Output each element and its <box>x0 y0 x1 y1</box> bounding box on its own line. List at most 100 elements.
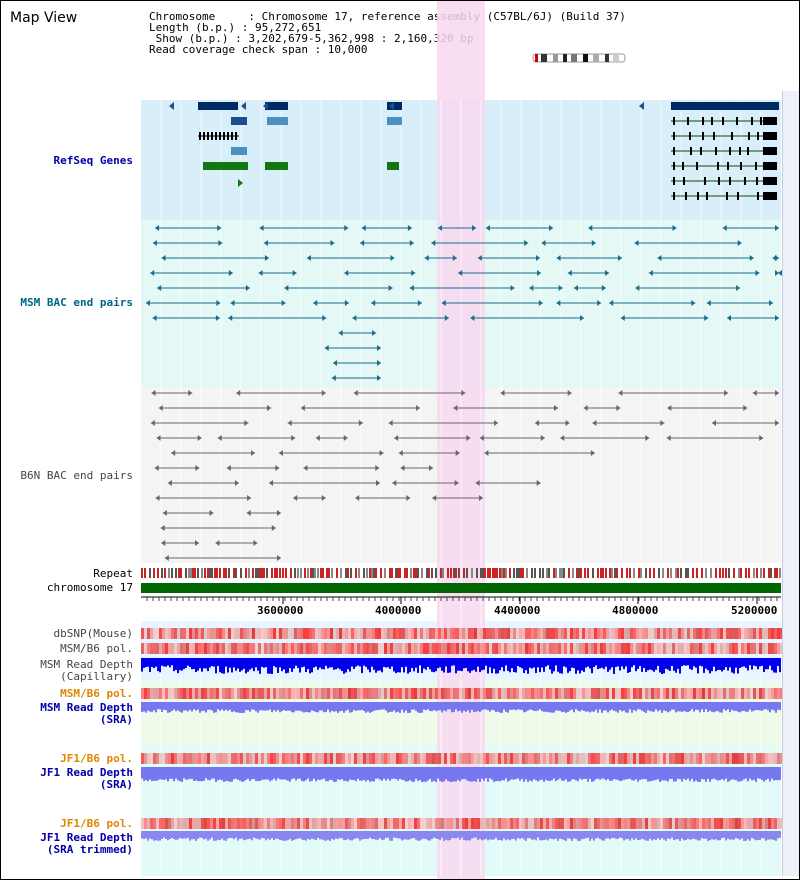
bac-end-marker <box>167 480 172 486</box>
msm-b6-pol-heat-cell <box>651 688 654 699</box>
repeat-element <box>696 568 698 578</box>
jf1-sra-depth-bar <box>237 767 239 780</box>
msm-capillary-depth-bar <box>263 658 265 668</box>
dbsnp-heat-cell <box>573 628 576 639</box>
track-label-repeat[interactable]: Repeat <box>93 567 133 580</box>
dbsnp-heat-cell <box>168 628 171 639</box>
dbsnp-heat-cell <box>735 628 738 639</box>
msm-sra-depth-bar <box>677 702 679 712</box>
track-label-jf1-b6-pol-1[interactable]: JF1/B6 pol. <box>60 752 133 765</box>
repeat-element <box>404 568 406 578</box>
jf1-sra-depth-bar <box>763 767 765 782</box>
msm-sra-depth-bar <box>387 702 389 713</box>
jf1-trimmed-depth-bar <box>311 831 313 839</box>
bac-end-marker <box>216 300 221 306</box>
msm-b6-pol-heat-cell <box>612 688 615 699</box>
jf1-b6-pol-heat-cell <box>756 753 759 764</box>
refseq-gene <box>387 102 402 110</box>
jf1-b6-pol-heat-cell <box>735 753 738 764</box>
repeat-element <box>518 568 520 578</box>
msm-sra-depth-bar <box>163 702 165 710</box>
bac-end-marker <box>743 405 748 411</box>
track-label-msm-b6-pol-1[interactable]: MSM/B6 pol. <box>60 642 133 655</box>
repeat-element <box>638 568 640 578</box>
msm-sra-depth-bar <box>349 702 351 713</box>
track-label-msm-bac[interactable]: MSM BAC end pairs <box>20 296 133 309</box>
bac-end-marker <box>618 390 623 396</box>
jf1-b6-pol-heat-cell <box>720 818 723 829</box>
msm-sra-depth-bar <box>233 702 235 712</box>
bac-end-marker <box>293 495 298 501</box>
track-label-refseq-genes[interactable]: RefSeq Genes <box>53 154 133 167</box>
track-label-jf1-b6-pol-2[interactable]: JF1/B6 pol. <box>60 817 133 830</box>
jf1-trimmed-depth-bar <box>189 831 191 841</box>
jf1-trimmed-depth-bar <box>477 831 479 841</box>
dbsnp-heat-cell <box>243 628 246 639</box>
vertical-scrollbar[interactable] <box>782 91 799 876</box>
msm-capillary-depth-bar <box>573 658 575 669</box>
msm-sra-depth-bar <box>713 702 715 713</box>
jf1-sra-depth-bar <box>171 767 173 779</box>
jf1-b6-pol-heat-cell <box>777 753 780 764</box>
dbsnp-heat-cell <box>615 628 618 639</box>
track-label-msm-read-depth-sra[interactable]: MSM Read Depth (SRA) <box>40 701 133 726</box>
jf1-b6-pol-heat-cell <box>681 753 684 764</box>
repeat-element <box>458 568 460 578</box>
bac-end-marker <box>775 255 779 261</box>
jf1-sra-depth-bar <box>199 767 201 782</box>
msm-capillary-depth-bar <box>195 658 197 672</box>
jf1-trimmed-depth-bar <box>629 831 631 841</box>
dbsnp-heat-cell <box>285 628 288 639</box>
jf1-trimmed-depth-bar <box>147 831 149 841</box>
jf1-b6-pol-heat-cell <box>453 753 456 764</box>
jf1-trimmed-depth-bar <box>211 831 213 838</box>
jf1-trimmed-depth-bar <box>651 831 653 841</box>
msm-sra-depth-bar <box>601 702 603 713</box>
jf1-trimmed-depth-bar <box>611 831 613 838</box>
msm-b6-pol-heat-cell <box>480 688 483 699</box>
msm-b6-pol-heat-cell <box>363 643 366 654</box>
msm-b6-pol-heat-cell <box>225 643 228 654</box>
jf1-trimmed-depth-bar <box>397 831 399 839</box>
track-label-jf1-read-depth-trimmed[interactable]: JF1 Read Depth (SRA trimmed) <box>40 831 133 856</box>
msm-b6-pol-heat-cell <box>675 643 678 654</box>
bac-end-marker <box>371 300 376 306</box>
jf1-trimmed-depth-bar <box>597 831 599 838</box>
msm-sra-depth-bar <box>199 702 201 713</box>
jf1-sra-depth-bar <box>705 767 707 782</box>
msm-b6-pol-heat-cell <box>414 643 417 654</box>
track-label-b6n-bac[interactable]: B6N BAC end pairs <box>20 469 133 482</box>
track-label-dbsnp[interactable]: dbSNP(Mouse) <box>53 627 133 640</box>
msm-sra-depth-bar <box>323 702 325 713</box>
jf1-b6-pol-heat-cell <box>330 818 333 829</box>
msm-b6-pol-heat-cell <box>762 688 765 699</box>
jf1-sra-depth-bar <box>219 767 221 780</box>
bac-end-marker <box>775 270 779 276</box>
msm-capillary-depth-bar <box>341 658 343 672</box>
track-label-jf1-read-depth-sra[interactable]: JF1 Read Depth (SRA) <box>40 766 133 791</box>
msm-sra-depth-bar <box>263 702 265 711</box>
msm-sra-depth-bar <box>723 702 725 710</box>
msm-b6-pol-heat-cell <box>375 643 378 654</box>
track-label-chromosome[interactable]: chromosome 17 <box>46 581 133 594</box>
msm-sra-depth-bar <box>369 702 371 713</box>
jf1-trimmed-depth-bar <box>171 831 173 838</box>
msm-b6-pol-heat-cell <box>180 688 183 699</box>
jf1-trimmed-depth-bar <box>717 831 719 841</box>
msm-capillary-depth-bar <box>303 658 305 667</box>
jf1-sra-depth-bar <box>441 767 443 782</box>
track-label-msm-read-depth-capillary[interactable]: MSM Read Depth (Capillary) <box>40 658 133 683</box>
msm-sra-depth-bar <box>507 702 509 713</box>
jf1-b6-pol-heat-cell <box>222 753 225 764</box>
msm-sra-depth-bar <box>673 702 675 710</box>
jf1-sra-depth-bar <box>633 767 635 781</box>
dbsnp-heat-cell <box>348 628 351 639</box>
jf1-b6-pol-heat-cell <box>165 753 168 764</box>
track-label-msm-b6-pol-2[interactable]: MSM/B6 pol. <box>60 687 133 700</box>
jf1-trimmed-depth-bar <box>193 831 195 840</box>
msm-sra-depth-bar <box>761 702 763 711</box>
bac-end-marker <box>554 405 559 411</box>
jf1-b6-pol-heat-cell <box>654 753 657 764</box>
bac-end-marker <box>158 405 163 411</box>
